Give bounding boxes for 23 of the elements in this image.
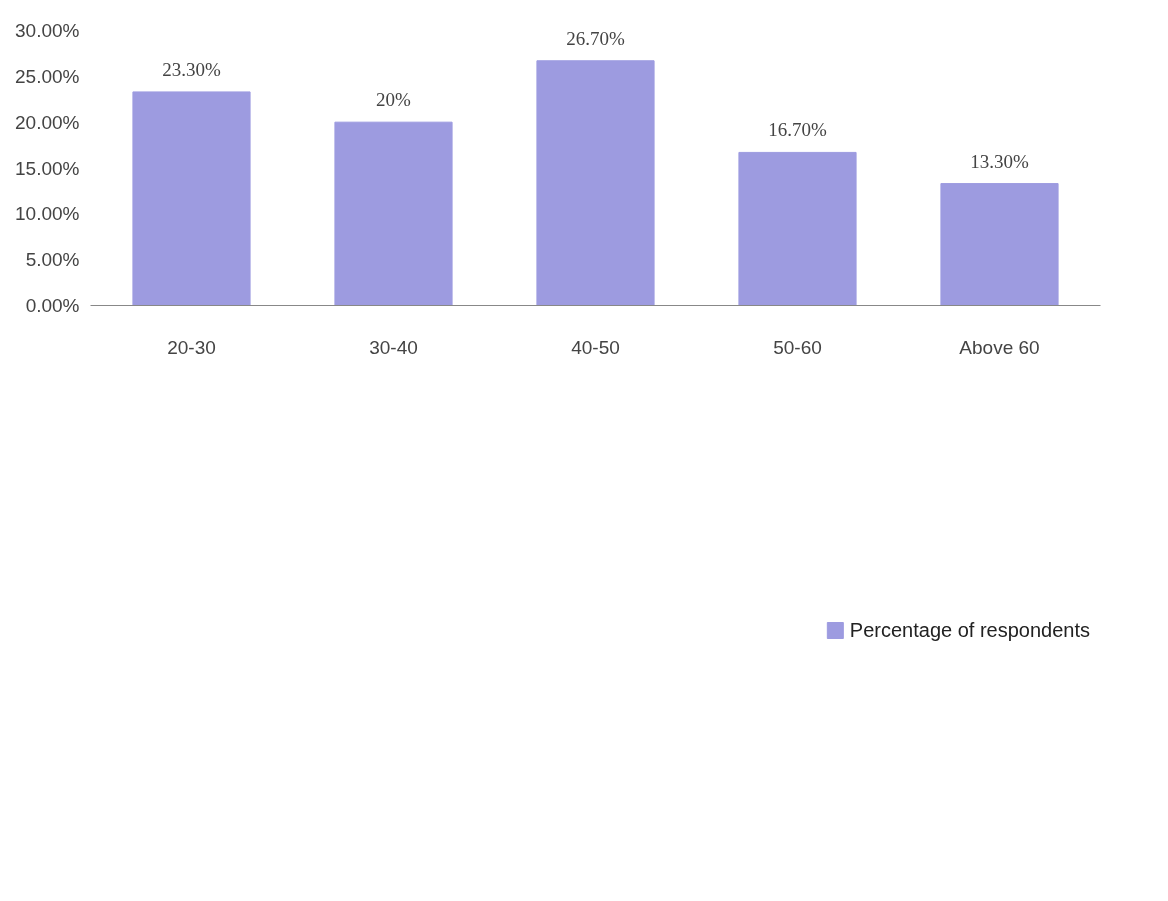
data-label: 16.70% <box>768 119 827 141</box>
y-tick-label: 30.00% <box>15 20 80 41</box>
x-tick-label: Above 60 <box>959 336 1040 358</box>
bar <box>536 60 655 306</box>
legend-label: Percentage of respondents <box>849 618 1090 642</box>
x-tick-label: 40-50 <box>571 336 620 358</box>
y-tick-label: 15.00% <box>15 157 80 179</box>
bar <box>132 91 251 306</box>
y-tick-label: 10.00% <box>15 203 80 225</box>
bar <box>334 121 453 306</box>
bar <box>940 183 1059 306</box>
y-tick-label: 25.00% <box>15 65 80 87</box>
x-tick-label: 30-40 <box>369 336 418 358</box>
y-tick-label: 0.00% <box>25 295 80 316</box>
data-label: 13.30% <box>970 150 1029 172</box>
y-tick-label: 20.00% <box>15 111 80 133</box>
bar <box>738 151 857 306</box>
x-tick-label: 50-60 <box>773 336 822 358</box>
data-label: 20% <box>376 89 412 111</box>
data-label: 23.30% <box>162 58 221 80</box>
y-tick-label: 5.00% <box>25 249 80 271</box>
data-label: 26.70% <box>566 27 625 49</box>
x-tick-label: 20-30 <box>167 336 216 358</box>
